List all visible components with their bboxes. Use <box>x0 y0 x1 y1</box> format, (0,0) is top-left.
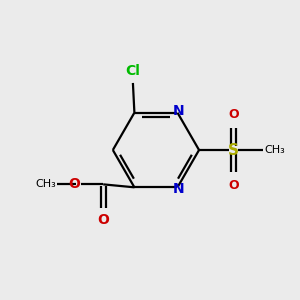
Text: Cl: Cl <box>125 64 140 79</box>
Text: N: N <box>173 182 185 196</box>
Text: O: O <box>97 214 109 227</box>
Text: O: O <box>228 108 238 121</box>
Text: S: S <box>228 142 239 158</box>
Text: CH₃: CH₃ <box>264 145 285 155</box>
Text: N: N <box>173 104 185 118</box>
Text: O: O <box>228 179 238 192</box>
Text: O: O <box>68 177 80 191</box>
Text: CH₃: CH₃ <box>35 179 56 189</box>
